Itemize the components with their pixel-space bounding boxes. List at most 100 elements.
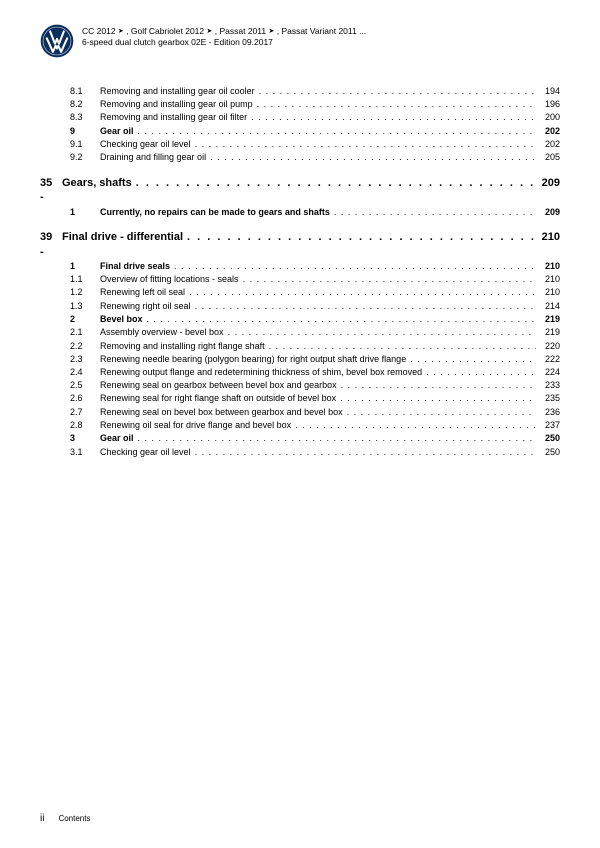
toc-entry: 39 - Final drive - differential . . . . …	[40, 230, 560, 259]
toc-leader-dots: . . . . . . . . . . . . . . . . . . . . …	[343, 407, 536, 419]
toc-entry-title: Renewing left oil seal	[100, 287, 185, 299]
toc-entry-title: Removing and installing gear oil filter	[100, 112, 247, 124]
toc-entry: 2.2Removing and installing right flange …	[40, 341, 560, 353]
toc-entry-page: 210	[536, 261, 560, 273]
toc-entry-number: 2.2	[40, 341, 100, 353]
toc-leader-dots: . . . . . . . . . . . . . . . . . . . . …	[134, 126, 536, 138]
toc-entry-number: 3.1	[40, 447, 100, 459]
toc-leader-dots: . . . . . . . . . . . . . . . . . . . . …	[206, 152, 536, 164]
toc-entry-number: 2.1	[40, 327, 100, 339]
toc-leader-dots: . . . . . . . . . . . . . . . . . . . . …	[336, 393, 536, 405]
toc-entry-page: 202	[536, 139, 560, 151]
toc-entry-page: 202	[536, 126, 560, 138]
toc-entry: 2.3Renewing needle bearing (polygon bear…	[40, 354, 560, 366]
toc-leader-dots: . . . . . . . . . . . . . . . . . . . . …	[185, 287, 536, 299]
toc-entry-page: 209	[536, 176, 560, 190]
toc-entry-number: 9.1	[40, 139, 100, 151]
toc-entry-page: 209	[536, 207, 560, 219]
toc-leader-dots: . . . . . . . . . . . . . . . . . . . . …	[291, 420, 536, 432]
toc-entry-number: 1.3	[40, 301, 100, 313]
toc-entry-title: Gear oil	[100, 433, 134, 445]
toc-entry-title: Assembly overview - bevel box	[100, 327, 224, 339]
toc-leader-dots: . . . . . . . . . . . . . . . . . . . . …	[253, 99, 536, 111]
toc-entry-number: 2.8	[40, 420, 100, 432]
toc-entry-number: 1	[40, 261, 100, 273]
toc-entry-number: 9	[40, 126, 100, 138]
toc-entry: 9.1Checking gear oil level . . . . . . .…	[40, 139, 560, 151]
toc-entry-title: Draining and filling gear oil	[100, 152, 206, 164]
toc-leader-dots: . . . . . . . . . . . . . . . . . . . . …	[191, 139, 536, 151]
header-text: CC 2012 ➤ , Golf Cabriolet 2012 ➤ , Pass…	[82, 24, 560, 49]
toc-entry-page: 219	[536, 327, 560, 339]
toc-entry-number: 39 -	[40, 230, 62, 259]
toc-entry: 1.3Renewing right oil seal . . . . . . .…	[40, 301, 560, 313]
toc-leader-dots: . . . . . . . . . . . . . . . . . . . . …	[134, 433, 536, 445]
toc-leader-dots: . . . . . . . . . . . . . . . . . . . . …	[255, 86, 536, 98]
page-footer: ii Contents	[40, 813, 560, 824]
toc-entry-number: 8.1	[40, 86, 100, 98]
toc-entry: 2.8Renewing oil seal for drive flange an…	[40, 420, 560, 432]
toc-leader-dots: . . . . . . . . . . . . . . . . . . . . …	[239, 274, 536, 286]
toc-entry: 3Gear oil . . . . . . . . . . . . . . . …	[40, 433, 560, 445]
toc-entry-page: 200	[536, 112, 560, 124]
toc-entry-page: 224	[536, 367, 560, 379]
toc-entry-number: 2.5	[40, 380, 100, 392]
toc-leader-dots: . . . . . . . . . . . . . . . . . . . . …	[183, 230, 536, 244]
toc-entry-title: Renewing oil seal for drive flange and b…	[100, 420, 291, 432]
toc-leader-dots: . . . . . . . . . . . . . . . . . . . . …	[191, 447, 536, 459]
toc-entry-title: Final drive - differential	[62, 230, 183, 244]
toc-entry-page: 210	[536, 230, 560, 244]
toc-leader-dots: . . . . . . . . . . . . . . . . . . . . …	[422, 367, 536, 379]
footer-page-number: ii	[40, 813, 44, 824]
toc-entry: 2.6Renewing seal for right flange shaft …	[40, 393, 560, 405]
toc-entry: 1.2Renewing left oil seal . . . . . . . …	[40, 287, 560, 299]
toc-entry-number: 9.2	[40, 152, 100, 164]
toc-entry-page: 214	[536, 301, 560, 313]
toc-entry-number: 1.1	[40, 274, 100, 286]
toc-entry: 8.3Removing and installing gear oil filt…	[40, 112, 560, 124]
toc-entry-number: 1	[40, 207, 100, 219]
toc-entry-title: Renewing right oil seal	[100, 301, 191, 313]
toc-entry-title: Final drive seals	[100, 261, 170, 273]
toc-entry: 1Currently, no repairs can be made to ge…	[40, 207, 560, 219]
toc-entry-page: 220	[536, 341, 560, 353]
toc-entry: 8.1Removing and installing gear oil cool…	[40, 86, 560, 98]
toc-entry-title: Renewing output flange and redetermining…	[100, 367, 422, 379]
toc-entry-title: Renewing seal for right flange shaft on …	[100, 393, 336, 405]
toc-entry: 8.2Removing and installing gear oil pump…	[40, 99, 560, 111]
toc-entry: 2.7Renewing seal on bevel box between ge…	[40, 407, 560, 419]
toc-entry-number: 2.3	[40, 354, 100, 366]
toc-entry-number: 8.2	[40, 99, 100, 111]
toc-leader-dots: . . . . . . . . . . . . . . . . . . . . …	[132, 176, 536, 190]
table-of-contents: 8.1Removing and installing gear oil cool…	[40, 86, 560, 458]
toc-leader-dots: . . . . . . . . . . . . . . . . . . . . …	[247, 112, 536, 124]
toc-leader-dots: . . . . . . . . . . . . . . . . . . . . …	[143, 314, 536, 326]
toc-entry-page: 233	[536, 380, 560, 392]
toc-entry: 2.5Renewing seal on gearbox between beve…	[40, 380, 560, 392]
toc-entry: 3.1Checking gear oil level . . . . . . .…	[40, 447, 560, 459]
toc-entry-page: 222	[536, 354, 560, 366]
toc-entry-number: 2.4	[40, 367, 100, 379]
toc-entry-page: 235	[536, 393, 560, 405]
vw-logo	[40, 24, 74, 60]
page-header: CC 2012 ➤ , Golf Cabriolet 2012 ➤ , Pass…	[40, 24, 560, 60]
toc-leader-dots: . . . . . . . . . . . . . . . . . . . . …	[406, 354, 536, 366]
header-line-2: 6-speed dual clutch gearbox 02E - Editio…	[82, 37, 560, 48]
toc-entry-title: Renewing seal on gearbox between bevel b…	[100, 380, 337, 392]
toc-entry: 2.4Renewing output flange and redetermin…	[40, 367, 560, 379]
toc-entry-title: Bevel box	[100, 314, 143, 326]
toc-entry-title: Removing and installing gear oil pump	[100, 99, 253, 111]
toc-entry-page: 210	[536, 274, 560, 286]
toc-leader-dots: . . . . . . . . . . . . . . . . . . . . …	[330, 207, 536, 219]
toc-entry-title: Renewing needle bearing (polygon bearing…	[100, 354, 406, 366]
toc-leader-dots: . . . . . . . . . . . . . . . . . . . . …	[170, 261, 536, 273]
page: CC 2012 ➤ , Golf Cabriolet 2012 ➤ , Pass…	[0, 0, 600, 848]
toc-entry-number: 1.2	[40, 287, 100, 299]
toc-entry-page: 205	[536, 152, 560, 164]
toc-entry-page: 237	[536, 420, 560, 432]
toc-entry-title: Overview of fitting locations - seals	[100, 274, 239, 286]
header-line-1: CC 2012 ➤ , Golf Cabriolet 2012 ➤ , Pass…	[82, 26, 560, 37]
toc-entry: 1.1Overview of fitting locations - seals…	[40, 274, 560, 286]
toc-entry-page: 219	[536, 314, 560, 326]
toc-entry-title: Removing and installing right flange sha…	[100, 341, 265, 353]
